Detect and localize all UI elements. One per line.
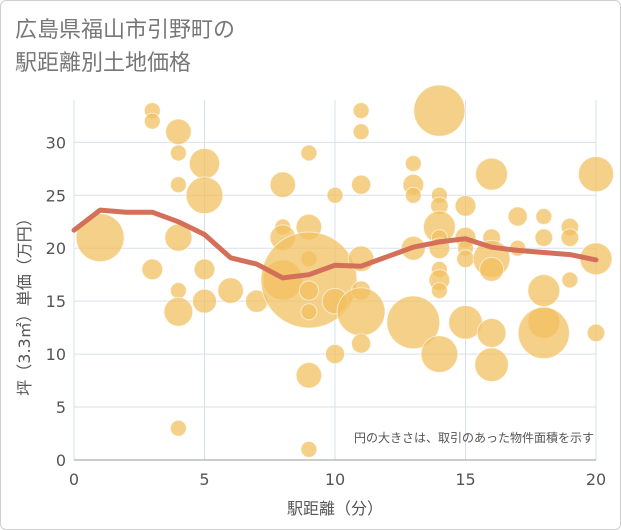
data-bubble bbox=[386, 295, 441, 350]
data-bubble bbox=[507, 206, 528, 227]
data-bubble bbox=[165, 118, 192, 146]
data-bubble bbox=[456, 249, 475, 269]
data-bubble bbox=[185, 176, 224, 215]
y-tick-label: 25 bbox=[46, 186, 66, 205]
y-tick-label: 5 bbox=[56, 398, 66, 417]
data-bubble bbox=[298, 280, 319, 301]
data-bubble bbox=[300, 144, 318, 162]
data-bubble bbox=[404, 186, 422, 204]
data-bubble bbox=[143, 112, 161, 130]
data-bubble bbox=[169, 282, 187, 300]
data-bubble bbox=[430, 282, 448, 300]
y-tick-label: 20 bbox=[46, 239, 66, 258]
data-bubble bbox=[352, 102, 370, 120]
x-tick-label: 10 bbox=[325, 470, 345, 489]
data-bubble bbox=[586, 323, 606, 343]
x-tick-label: 20 bbox=[586, 470, 606, 489]
data-bubble bbox=[300, 303, 318, 321]
data-bubble bbox=[577, 156, 615, 193]
data-bubble bbox=[163, 296, 194, 327]
data-bubble bbox=[324, 344, 346, 365]
data-bubble bbox=[326, 186, 344, 204]
x-tick-label: 5 bbox=[199, 470, 209, 489]
y-tick-label: 15 bbox=[46, 292, 66, 311]
data-bubble bbox=[300, 440, 318, 458]
data-bubble bbox=[527, 274, 561, 308]
data-bubble bbox=[420, 335, 459, 374]
data-bubble bbox=[454, 194, 477, 217]
trend-line-series bbox=[71, 207, 599, 281]
data-bubble bbox=[169, 419, 187, 437]
data-bubble bbox=[534, 228, 554, 247]
average-price-line bbox=[71, 207, 599, 281]
y-axis-label: 坪（3.3㎡）単価（万円） bbox=[15, 210, 34, 395]
size-annotation: 円の大きさは、取引のあった物件面積を示す bbox=[354, 430, 594, 445]
data-bubble bbox=[169, 176, 187, 194]
data-bubble bbox=[75, 213, 125, 263]
data-bubble bbox=[475, 157, 509, 191]
data-bubble bbox=[476, 318, 507, 348]
x-axis-label: 駅距離（分） bbox=[287, 499, 383, 518]
data-bubble bbox=[351, 174, 372, 195]
data-bubble bbox=[169, 144, 187, 162]
data-bubble bbox=[188, 147, 221, 180]
data-bubble bbox=[269, 171, 297, 199]
y-tick-label: 10 bbox=[46, 345, 66, 364]
data-bubble bbox=[217, 277, 244, 304]
data-bubble bbox=[295, 361, 323, 389]
chart-title: 広島県福山市引野町の 駅距離別土地価格 bbox=[15, 18, 236, 76]
bubble-series bbox=[75, 84, 615, 458]
data-bubble bbox=[517, 306, 570, 360]
x-tick-label: 0 bbox=[69, 470, 79, 489]
data-bubble bbox=[141, 258, 164, 281]
data-bubble bbox=[336, 287, 386, 337]
data-bubble bbox=[404, 155, 422, 173]
data-bubble bbox=[351, 333, 372, 354]
y-tick-label: 0 bbox=[56, 451, 66, 470]
data-bubble bbox=[352, 123, 370, 141]
data-bubble bbox=[561, 271, 579, 289]
data-bubble bbox=[413, 84, 466, 137]
axes: 0 5 10 15 20 25 30 0 5 10 15 20 bbox=[46, 133, 607, 489]
data-bubble bbox=[535, 207, 553, 225]
data-bubble bbox=[192, 288, 217, 314]
data-bubble bbox=[193, 258, 216, 281]
data-bubble bbox=[560, 228, 580, 247]
y-tick-label: 30 bbox=[46, 133, 66, 152]
data-bubble bbox=[474, 347, 509, 383]
data-bubble bbox=[479, 256, 505, 282]
x-tick-label: 15 bbox=[455, 470, 475, 489]
